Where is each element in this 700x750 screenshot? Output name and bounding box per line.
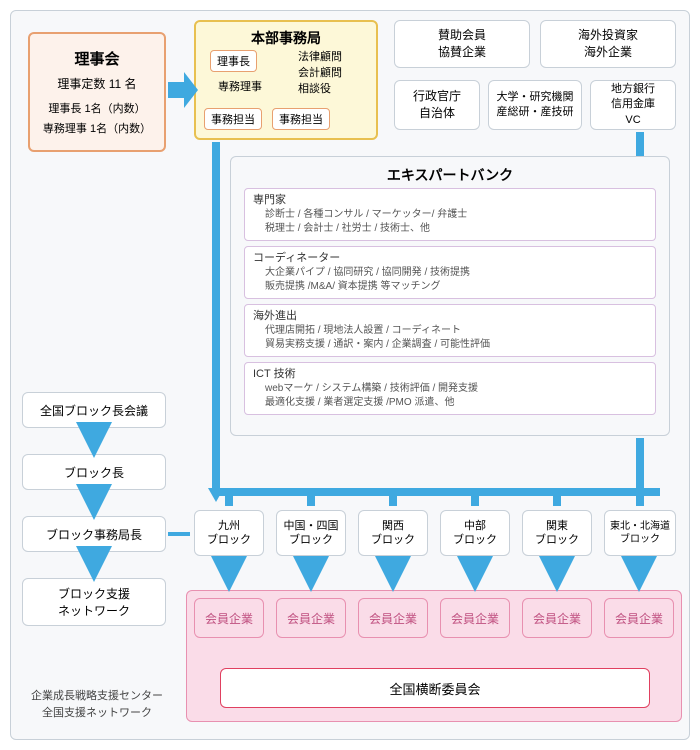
member-4: 会員企業: [522, 598, 592, 638]
footer-text: 企業成長戦略支援センター 全国支援ネットワーク: [22, 688, 172, 721]
expert-group-2: 海外進出 代理店開拓 / 現地法人設置 / コーディネート 貿易実務支援 / 通…: [244, 304, 656, 357]
expert-group-2-bd: 代理店開拓 / 現地法人設置 / コーディネート 貿易実務支援 / 通訳・案内 …: [253, 324, 647, 352]
expert-group-3-bd: webマーケ / システム構築 / 技術評価 / 開発支援 最適化支援 / 業者…: [253, 382, 647, 410]
expert-group-0-bd: 診断士 / 各種コンサル / マーケッター/ 弁護士 税理士 / 会計士 / 社…: [253, 208, 647, 236]
rijikai-title: 理事会: [74, 48, 119, 69]
org-chart-canvas: 理事会 理事定数 11 名 理事長 1名（内数） 専務理事 1名（内数） 本部事…: [0, 0, 700, 750]
rijikai-line1: 理事定数 11 名: [57, 75, 136, 92]
member-5: 会員企業: [604, 598, 674, 638]
honbu-sub2: 専務理事: [218, 78, 262, 94]
top-right-2: 行政官庁 自治体: [394, 80, 480, 130]
honbu-sub1: 理事長: [210, 50, 257, 72]
top-right-1: 海外投資家 海外企業: [540, 20, 676, 68]
honbu-sub4: 事務担当: [272, 108, 330, 130]
left-chain-0: 全国ブロック長会議: [22, 392, 166, 428]
block-1: 中国・四国 ブロック: [276, 510, 346, 556]
expert-group-3-hd: ICT 技術: [253, 367, 647, 382]
top-right-4: 地方銀行 信用金庫 VC: [590, 80, 676, 130]
block-4: 関東 ブロック: [522, 510, 592, 556]
left-chain-3: ブロック支援 ネットワーク: [22, 578, 166, 626]
expert-group-1: コーディネーター 大企業パイプ / 協同研究 / 協同開発 / 技術提携 販売提…: [244, 246, 656, 299]
block-0: 九州 ブロック: [194, 510, 264, 556]
expert-group-0-hd: 専門家: [253, 193, 647, 208]
block-2: 関西 ブロック: [358, 510, 428, 556]
expert-group-2-hd: 海外進出: [253, 309, 647, 324]
top-right-3: 大学・研究機関 産総研・産技研: [488, 80, 582, 130]
rijikai-box: 理事会 理事定数 11 名 理事長 1名（内数） 専務理事 1名（内数）: [28, 32, 166, 152]
member-0: 会員企業: [194, 598, 264, 638]
member-2: 会員企業: [358, 598, 428, 638]
expert-group-3: ICT 技術 webマーケ / システム構築 / 技術評価 / 開発支援 最適化…: [244, 362, 656, 415]
rijikai-line3: 専務理事 1名（内数）: [43, 120, 151, 136]
honbu-title: 本部事務局: [196, 28, 376, 48]
expert-group-1-bd: 大企業パイプ / 協同研究 / 協同開発 / 技術提携 販売提携 /M&A/ 資…: [253, 266, 647, 294]
honbu-sub3: 事務担当: [204, 108, 262, 130]
top-right-0: 賛助会員 協賛企業: [394, 20, 530, 68]
expert-group-0: 専門家 診断士 / 各種コンサル / マーケッター/ 弁護士 税理士 / 会計士…: [244, 188, 656, 241]
expert-group-1-hd: コーディネーター: [253, 251, 647, 266]
honbu-adv1: 法律顧問: [298, 48, 342, 64]
honbu-adv3: 相談役: [298, 80, 331, 96]
committee-box: 全国横断委員会: [220, 668, 650, 708]
honbu-adv2: 会計顧問: [298, 64, 342, 80]
left-chain-2: ブロック事務局長: [22, 516, 166, 552]
block-5: 東北・北海道 ブロック: [604, 510, 676, 556]
block-3: 中部 ブロック: [440, 510, 510, 556]
member-1: 会員企業: [276, 598, 346, 638]
expert-title: エキスパートバンク: [231, 165, 669, 185]
rijikai-line2: 理事長 1名（内数）: [48, 100, 145, 116]
member-3: 会員企業: [440, 598, 510, 638]
left-chain-1: ブロック長: [22, 454, 166, 490]
